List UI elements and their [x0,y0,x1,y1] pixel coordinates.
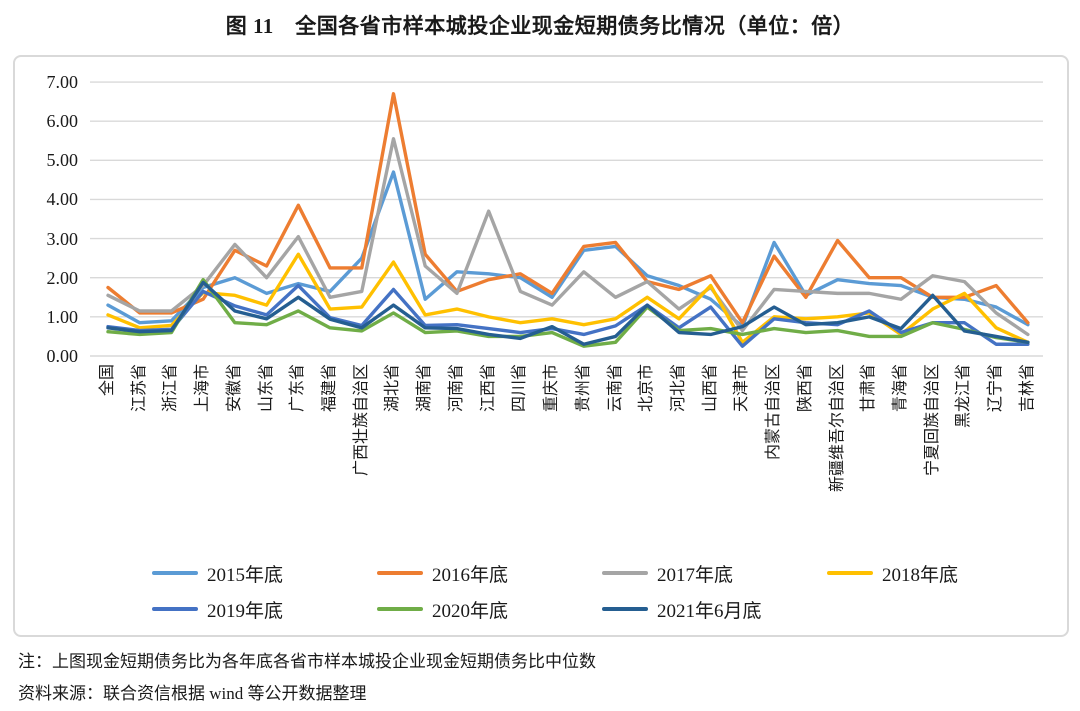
x-tick-label: 上海市 [194,364,212,413]
x-tick-label: 湖北省 [384,364,402,413]
x-tick-label: 青海省 [892,364,909,413]
chart-plot-area [13,55,1069,637]
legend-line-swatch [602,571,648,575]
legend-line-swatch [152,607,198,611]
x-tick-label: 内蒙古自治区 [765,364,783,461]
x-tick-label: 广东省 [289,364,307,413]
x-tick-label: 安徽省 [225,364,243,413]
chart-title: 图 11 全国各省市样本城投企业现金短期债务比情况（单位：倍） [225,14,855,38]
x-tick-label: 山西省 [701,364,719,413]
legend-label: 2018年底 [882,564,959,586]
x-tick-label: 福建省 [321,364,339,413]
x-tick-label: 北京市 [638,364,656,413]
x-tick-label: 河北省 [669,364,687,413]
legend-item-2019年底: 2019年底 [152,597,284,622]
legend-label: 2021年6月底 [657,600,762,622]
x-tick-label: 四川省 [511,364,529,413]
y-tick-label: 2.00 [46,267,79,288]
y-tick-label: 3.00 [46,228,79,249]
y-tick-label: 7.00 [46,72,79,93]
legend-item-2021年6月底: 2021年6月底 [602,597,762,622]
legend-line-swatch [377,571,423,575]
x-tick-label: 重庆市 [543,364,561,413]
legend-label: 2019年底 [207,600,284,622]
legend-item-2020年底: 2020年底 [377,597,509,622]
legend-line-swatch [602,607,648,611]
y-tick-label: 0.00 [46,346,79,366]
legend-item-2015年底: 2015年底 [152,561,284,586]
legend-line-swatch [152,571,198,575]
legend-item-2017年底: 2017年底 [602,561,734,586]
x-tick-label: 贵州省 [574,364,592,413]
legend-label: 2020年底 [432,600,509,622]
legend-item-2018年底: 2018年底 [827,561,959,586]
x-tick-label: 山东省 [257,364,275,413]
x-tick-label: 湖南省 [416,364,434,413]
x-tick-label: 吉林省 [1018,364,1036,413]
y-tick-label: 6.00 [46,111,79,132]
chart-source: 资料来源：联合资信根据 wind 等公开数据整理 [18,684,367,703]
y-tick-label: 4.00 [46,189,79,210]
legend-label: 2015年底 [207,564,284,586]
legend-label: 2017年底 [657,564,734,586]
x-tick-label: 江西省 [479,364,497,413]
x-tick-label: 黑龙江省 [955,364,973,429]
x-tick-label: 河南省 [447,364,465,413]
x-tick-label: 云南省 [606,364,624,413]
x-tick-label: 天津市 [733,364,751,413]
x-tick-label: 新疆维吾尔自治区 [828,364,846,493]
x-tick-label: 广西壮族自治区 [352,364,370,477]
x-tick-label: 全国 [99,364,116,397]
x-tick-label: 江苏省 [130,364,148,413]
x-tick-label: 浙江省 [162,364,180,413]
legend-item-2016年底: 2016年底 [377,561,509,586]
y-tick-label: 5.00 [46,150,79,171]
x-tick-label: 甘肃省 [860,364,878,413]
y-tick-label: 1.00 [46,306,79,327]
x-tick-label: 陕西省 [796,364,814,413]
legend-line-swatch [827,571,873,575]
legend-line-swatch [377,607,423,611]
x-tick-label: 辽宁省 [987,364,1005,413]
x-tick-label: 宁夏回族自治区 [923,364,941,477]
legend-label: 2016年底 [432,564,509,586]
chart-footnote: 注：上图现金短期债务比为各年底各省市样本城投企业现金短期债务比中位数 [18,652,596,671]
